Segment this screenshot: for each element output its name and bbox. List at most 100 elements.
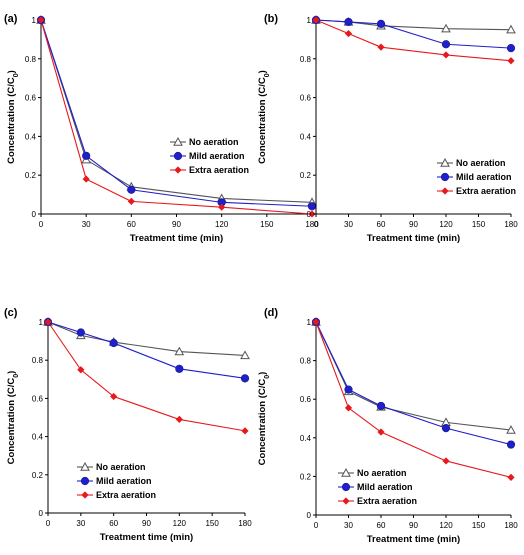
data-point-series-2: [240, 374, 250, 383]
data-point-series-3: [44, 318, 52, 326]
y-tick-label: 0.2: [300, 171, 312, 180]
x-tick-label: 0: [314, 220, 319, 229]
data-point-series-2: [506, 44, 516, 53]
y-tick-label: 0: [307, 210, 312, 219]
x-tick-label: 60: [377, 521, 386, 530]
x-tick-label: 0: [39, 220, 44, 229]
x-axis-label: Treatment time (min): [130, 233, 223, 244]
x-axis-label: Treatment time (min): [100, 532, 193, 543]
x-axis-label: Treatment time (min): [367, 534, 460, 545]
x-tick-label: 60: [377, 220, 386, 229]
x-tick-label: 150: [472, 521, 486, 530]
data-point-series-3: [507, 473, 515, 481]
data-point-series-3: [312, 318, 320, 326]
y-tick-label: 0.6: [32, 394, 44, 403]
legend: No aeration Mild aeration Extra aeration: [77, 461, 156, 500]
x-tick-label: 120: [215, 220, 229, 229]
series-line-1: [40, 19, 313, 203]
x-tick-label: 90: [409, 521, 418, 530]
x-tick-label: 90: [409, 220, 418, 229]
x-tick-label: 30: [76, 519, 85, 528]
y-tick-label: 0: [39, 509, 44, 518]
chart-panel-4: (d) 0 30 60 90 120 150 180 0 0.2 0.4 0.6 0.8 1 Treatme…: [257, 307, 518, 545]
x-tick-label: 150: [472, 220, 486, 229]
data-point-series-3: [175, 415, 183, 424]
x-axis-label: Treatment time (min): [367, 233, 460, 244]
x-tick-label: 30: [82, 220, 91, 229]
x-tick-label: 30: [344, 220, 353, 229]
legend-label: Mild aeration: [357, 482, 413, 492]
x-tick-label: 120: [173, 519, 187, 528]
legend-label: Mild aeration: [456, 172, 512, 182]
y-tick-label: 1: [39, 318, 44, 327]
legend-marker: [441, 187, 449, 195]
legend-label: No aeration: [357, 468, 407, 478]
legend-label: Extra aeration: [456, 186, 516, 196]
panel-letter: (a): [4, 13, 18, 25]
data-point-series-2: [109, 338, 118, 348]
legend-marker: [81, 491, 89, 499]
y-tick-label: 0: [32, 210, 37, 219]
x-tick-label: 30: [344, 521, 353, 530]
x-tick-label: 120: [439, 521, 453, 530]
legend-marker: [440, 172, 450, 182]
data-point-series-3: [241, 427, 249, 435]
data-point-series-2: [127, 185, 136, 194]
y-tick-label: 0.8: [32, 356, 44, 365]
y-axis-label: Concentration (C/C0): [6, 70, 20, 164]
data-point-series-2: [175, 364, 184, 373]
panel-letter: (c): [4, 307, 18, 319]
data-point-series-2: [344, 17, 353, 27]
legend-marker: [174, 166, 182, 174]
y-tick-label: 0.4: [300, 132, 312, 141]
data-point-series-1: [506, 24, 516, 34]
data-point-series-2: [376, 401, 386, 411]
y-tick-label: 0.2: [32, 471, 44, 480]
data-point-series-3: [82, 175, 90, 183]
x-tick-label: 60: [127, 220, 136, 229]
data-point-series-3: [312, 16, 320, 24]
y-axis-label: Concentration (C/C0): [257, 70, 271, 164]
series-line-1: [315, 321, 512, 431]
data-point-series-3: [344, 29, 353, 38]
data-point-series-3: [37, 16, 45, 24]
legend-marker: [341, 482, 351, 492]
y-tick-label: 1: [307, 318, 312, 327]
legend-label: Mild aeration: [96, 476, 152, 486]
y-tick-label: 0.8: [300, 55, 312, 64]
data-point-series-3: [377, 43, 385, 51]
legend-label: Mild aeration: [189, 151, 245, 161]
legend-label: No aeration: [189, 137, 239, 147]
y-tick-label: 0.8: [300, 357, 312, 366]
data-point-series-3: [442, 457, 450, 465]
legend-label: Extra aeration: [96, 490, 156, 500]
data-point-series-3: [442, 51, 450, 59]
data-point-series-2: [376, 19, 386, 28]
data-point-series-2: [506, 440, 516, 449]
legend: No aeration Mild aeration Extra aeration: [437, 157, 516, 196]
legend-label: No aeration: [456, 158, 506, 168]
data-point-series-3: [127, 197, 135, 205]
data-point-series-2: [307, 202, 317, 211]
legend-marker: [342, 497, 350, 505]
data-point-series-3: [377, 428, 385, 436]
data-point-series-2: [441, 424, 451, 433]
y-tick-label: 1: [307, 16, 312, 25]
legend-marker: [341, 467, 351, 477]
legend-label: Extra aeration: [189, 165, 249, 175]
x-tick-label: 120: [439, 220, 453, 229]
data-point-series-3: [507, 57, 515, 65]
series-line-3: [40, 19, 313, 215]
legend-marker: [173, 151, 183, 161]
chart-panel-3: (c) 0 30 60 90 120 150 180 0 0.2 0.4 0.6 0.8 1 Treatme…: [4, 307, 252, 543]
x-tick-label: 0: [314, 521, 319, 530]
chart-panel-2: (b)0 30 60 90 120 150 18000.20.40.60.81Treatme…: [257, 13, 518, 244]
data-point-series-3: [218, 203, 226, 211]
legend-marker: [80, 476, 90, 486]
x-tick-label: 90: [142, 519, 151, 528]
data-point-series-1: [240, 350, 250, 360]
panel-letter: (d): [264, 307, 278, 319]
series-line-3: [315, 321, 512, 478]
